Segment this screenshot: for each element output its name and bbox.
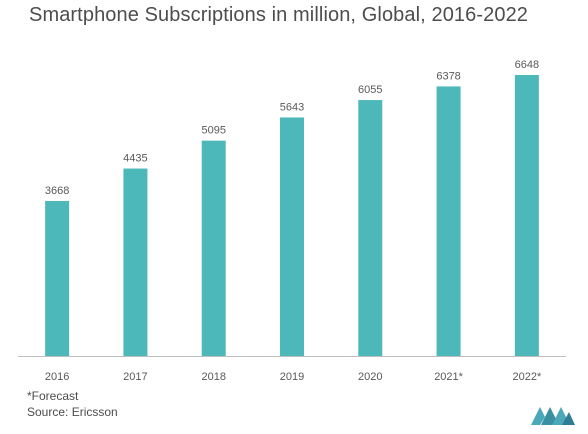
- data-label-2021*: 6378: [436, 70, 460, 82]
- mordor-intelligence-logo-icon: [531, 407, 575, 425]
- bar-2020: [358, 100, 383, 357]
- bar-2018: [201, 140, 226, 356]
- x-tick-label-2020: 2020: [358, 371, 382, 383]
- x-tick-label-2021*: 2021*: [434, 371, 463, 383]
- data-label-2018: 5095: [201, 125, 225, 137]
- bar-2017: [123, 168, 148, 356]
- x-tick-label-2016: 2016: [45, 371, 69, 383]
- data-label-2017: 4435: [123, 153, 147, 165]
- x-tick-label-2019: 2019: [280, 371, 304, 383]
- x-tick-label-2017: 2017: [123, 371, 147, 383]
- data-label-2016: 3668: [45, 185, 69, 197]
- data-label-2019: 5643: [280, 101, 304, 113]
- bar-2022*: [514, 75, 539, 356]
- chart-title: Smartphone Subscriptions in million, Glo…: [29, 4, 529, 26]
- x-tick-label-2022*: 2022*: [512, 371, 541, 383]
- bar-2016: [45, 200, 70, 356]
- data-label-2022*: 6648: [515, 59, 539, 71]
- bar-2019: [280, 117, 304, 356]
- data-label-2020: 6055: [358, 84, 382, 96]
- bar-2021*: [436, 86, 461, 357]
- source-footnote: Source: Ericsson: [27, 405, 118, 419]
- x-tick-label-2018: 2018: [201, 371, 225, 383]
- forecast-footnote: *Forecast: [27, 389, 79, 403]
